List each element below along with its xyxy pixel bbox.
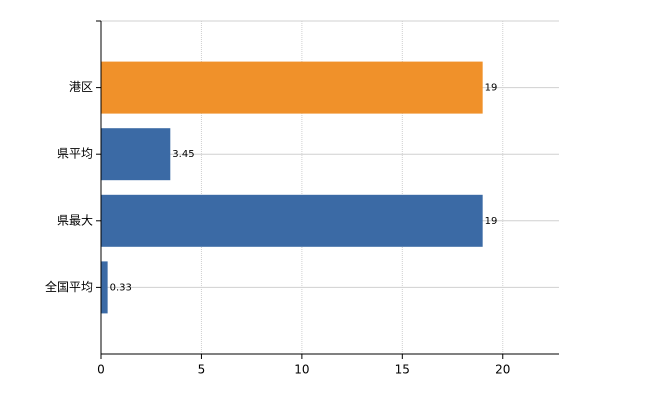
value-label: 0.33 <box>110 282 132 293</box>
value-label: 19 <box>485 83 498 94</box>
x-tick-label: 5 <box>198 363 206 377</box>
y-tick-label: 県最大 <box>57 213 93 227</box>
bar <box>101 261 108 314</box>
value-label: 19 <box>485 216 498 227</box>
y-tick-label: 県平均 <box>57 147 93 161</box>
y-tick-label: 港区 <box>69 80 93 94</box>
x-tick-label: 0 <box>97 363 105 377</box>
x-tick-label: 20 <box>495 363 510 377</box>
value-label: 3.45 <box>172 149 194 160</box>
bar <box>101 61 483 114</box>
bar <box>101 194 483 247</box>
x-tick-label: 10 <box>294 363 309 377</box>
y-tick-label: 全国平均 <box>45 279 93 294</box>
bar <box>101 128 171 181</box>
x-tick-label: 15 <box>395 363 410 377</box>
